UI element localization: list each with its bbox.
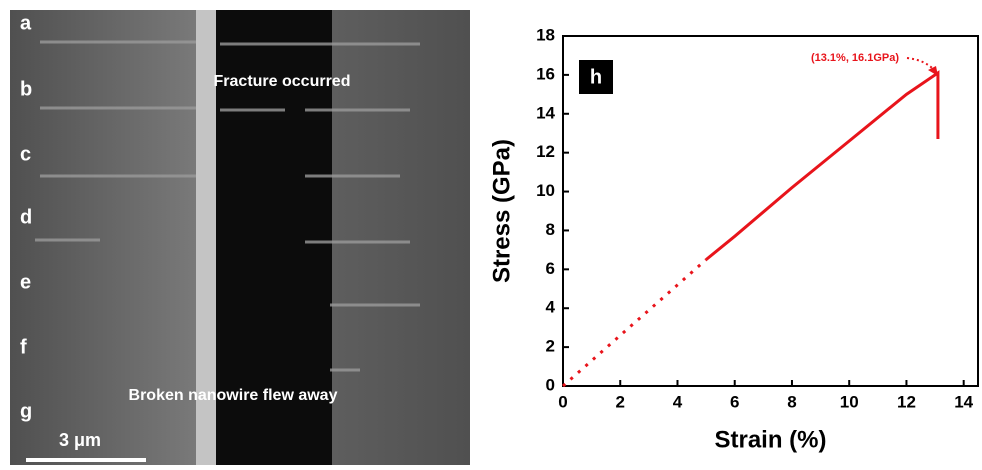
y-tick-label: 16 [536, 64, 555, 83]
x-tick-label: 2 [616, 392, 625, 411]
y-tick-label: 18 [536, 25, 555, 44]
y-tick-label: 0 [546, 375, 555, 394]
panel-label: c [20, 143, 31, 165]
panel-label: d [20, 206, 32, 228]
x-tick-label: 4 [673, 392, 683, 411]
panel-label: a [20, 12, 32, 34]
y-tick-label: 2 [546, 337, 555, 356]
data-line [562, 258, 708, 388]
panel-label: f [20, 336, 27, 358]
caption: Broken nanowire flew away [129, 387, 338, 404]
y-tick-label: 4 [546, 298, 556, 317]
x-tick-label: 14 [954, 392, 973, 411]
panel-label-box [579, 60, 613, 94]
sem-image: a b c d e f g Fracture occurred Broken n… [10, 10, 470, 465]
y-tick-label: 10 [536, 181, 555, 200]
plot-frame [562, 35, 979, 387]
caption: Fracture occurred [214, 73, 351, 90]
scale-bar [26, 458, 146, 462]
y-tick-label: 14 [536, 103, 555, 122]
annotation-arrowhead [928, 66, 938, 76]
scale-bar-label: 3 μm [59, 430, 101, 450]
annotation: (13.1%, 16.1GPa) [811, 52, 899, 64]
x-tick-label: 0 [558, 392, 567, 411]
panel-label: g [20, 400, 32, 422]
x-tick-label: 10 [840, 392, 859, 411]
annotation-arrow [906, 57, 935, 71]
y-tick-label: 8 [546, 220, 555, 239]
panel-label: b [20, 78, 32, 100]
x-axis-label: Strain (%) [714, 426, 826, 453]
x-tick-label: 8 [787, 392, 796, 411]
chart: 0 2 4 6 8 10 12 14 0 2 4 6 8 10 12 14 16 18 Strain (%) Stre… [488, 25, 979, 453]
panel-label: h [590, 66, 602, 88]
y-axis-label: Stress (GPa) [488, 139, 515, 283]
y-tick-label: 12 [536, 142, 555, 161]
x-tick-label: 6 [730, 392, 739, 411]
panel-label: e [20, 271, 31, 293]
data-line [705, 70, 940, 261]
x-tick-label: 12 [897, 392, 916, 411]
y-tick-label: 6 [546, 259, 555, 278]
